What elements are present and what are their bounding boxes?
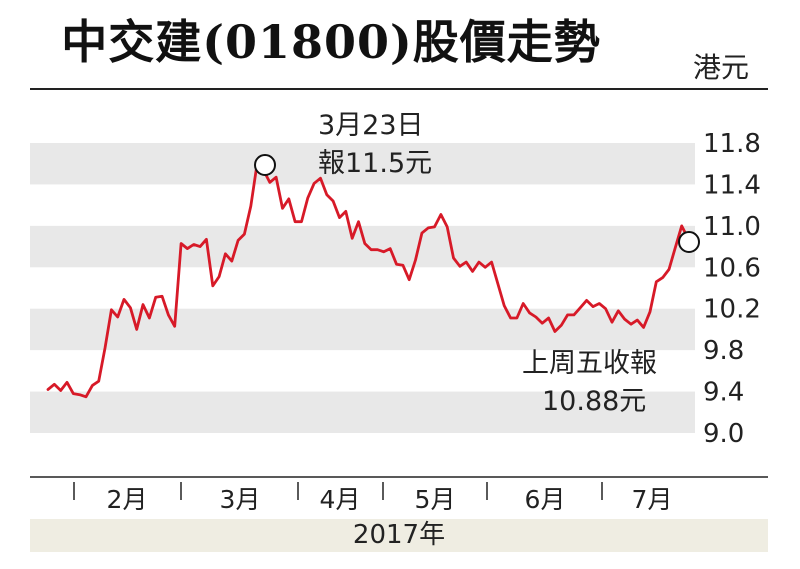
x-tick-label: 3月 [220, 485, 261, 514]
y-tick-label: 9.4 [703, 378, 744, 408]
y-tick-label: 10.6 [703, 253, 761, 283]
grid-band [30, 143, 695, 185]
y-tick-label: 11.4 [703, 170, 761, 200]
y-tick-label: 11.0 [703, 212, 761, 242]
y-tick-label: 10.2 [703, 295, 761, 325]
annotation-label: 上周五收報 [522, 348, 657, 379]
chart-area: 11.8 11.4 11.0 10.6 10.2 9.8 9.4 9.0 2月 3月 4月 5月 6月 7… [30, 110, 768, 514]
x-tick-label: 2月 [107, 485, 148, 514]
annotation-label: 報11.5元 [318, 148, 432, 179]
grid-band [30, 391, 695, 433]
annotation-label: 3月23日 [318, 110, 424, 141]
y-tick-label: 9.0 [703, 419, 744, 449]
price-line [46, 162, 690, 399]
highlight-marker [678, 231, 700, 253]
unit-label: 港元 [693, 51, 750, 84]
title-divider [30, 88, 768, 90]
x-tick-label: 4月 [320, 485, 361, 514]
grid-band [30, 308, 695, 351]
y-tick-label: 11.8 [703, 129, 761, 159]
x-tick-label: 7月 [632, 485, 673, 514]
annotation-label: 10.88元 [542, 386, 646, 417]
chart-title: 中交建(01800)股價走勢 [61, 15, 601, 69]
x-tick-label: 6月 [525, 485, 566, 514]
y-tick-label: 9.8 [703, 336, 744, 366]
year-label: 2017年 [30, 519, 768, 552]
highlight-marker [254, 154, 276, 176]
x-tick-label: 5月 [415, 485, 456, 514]
